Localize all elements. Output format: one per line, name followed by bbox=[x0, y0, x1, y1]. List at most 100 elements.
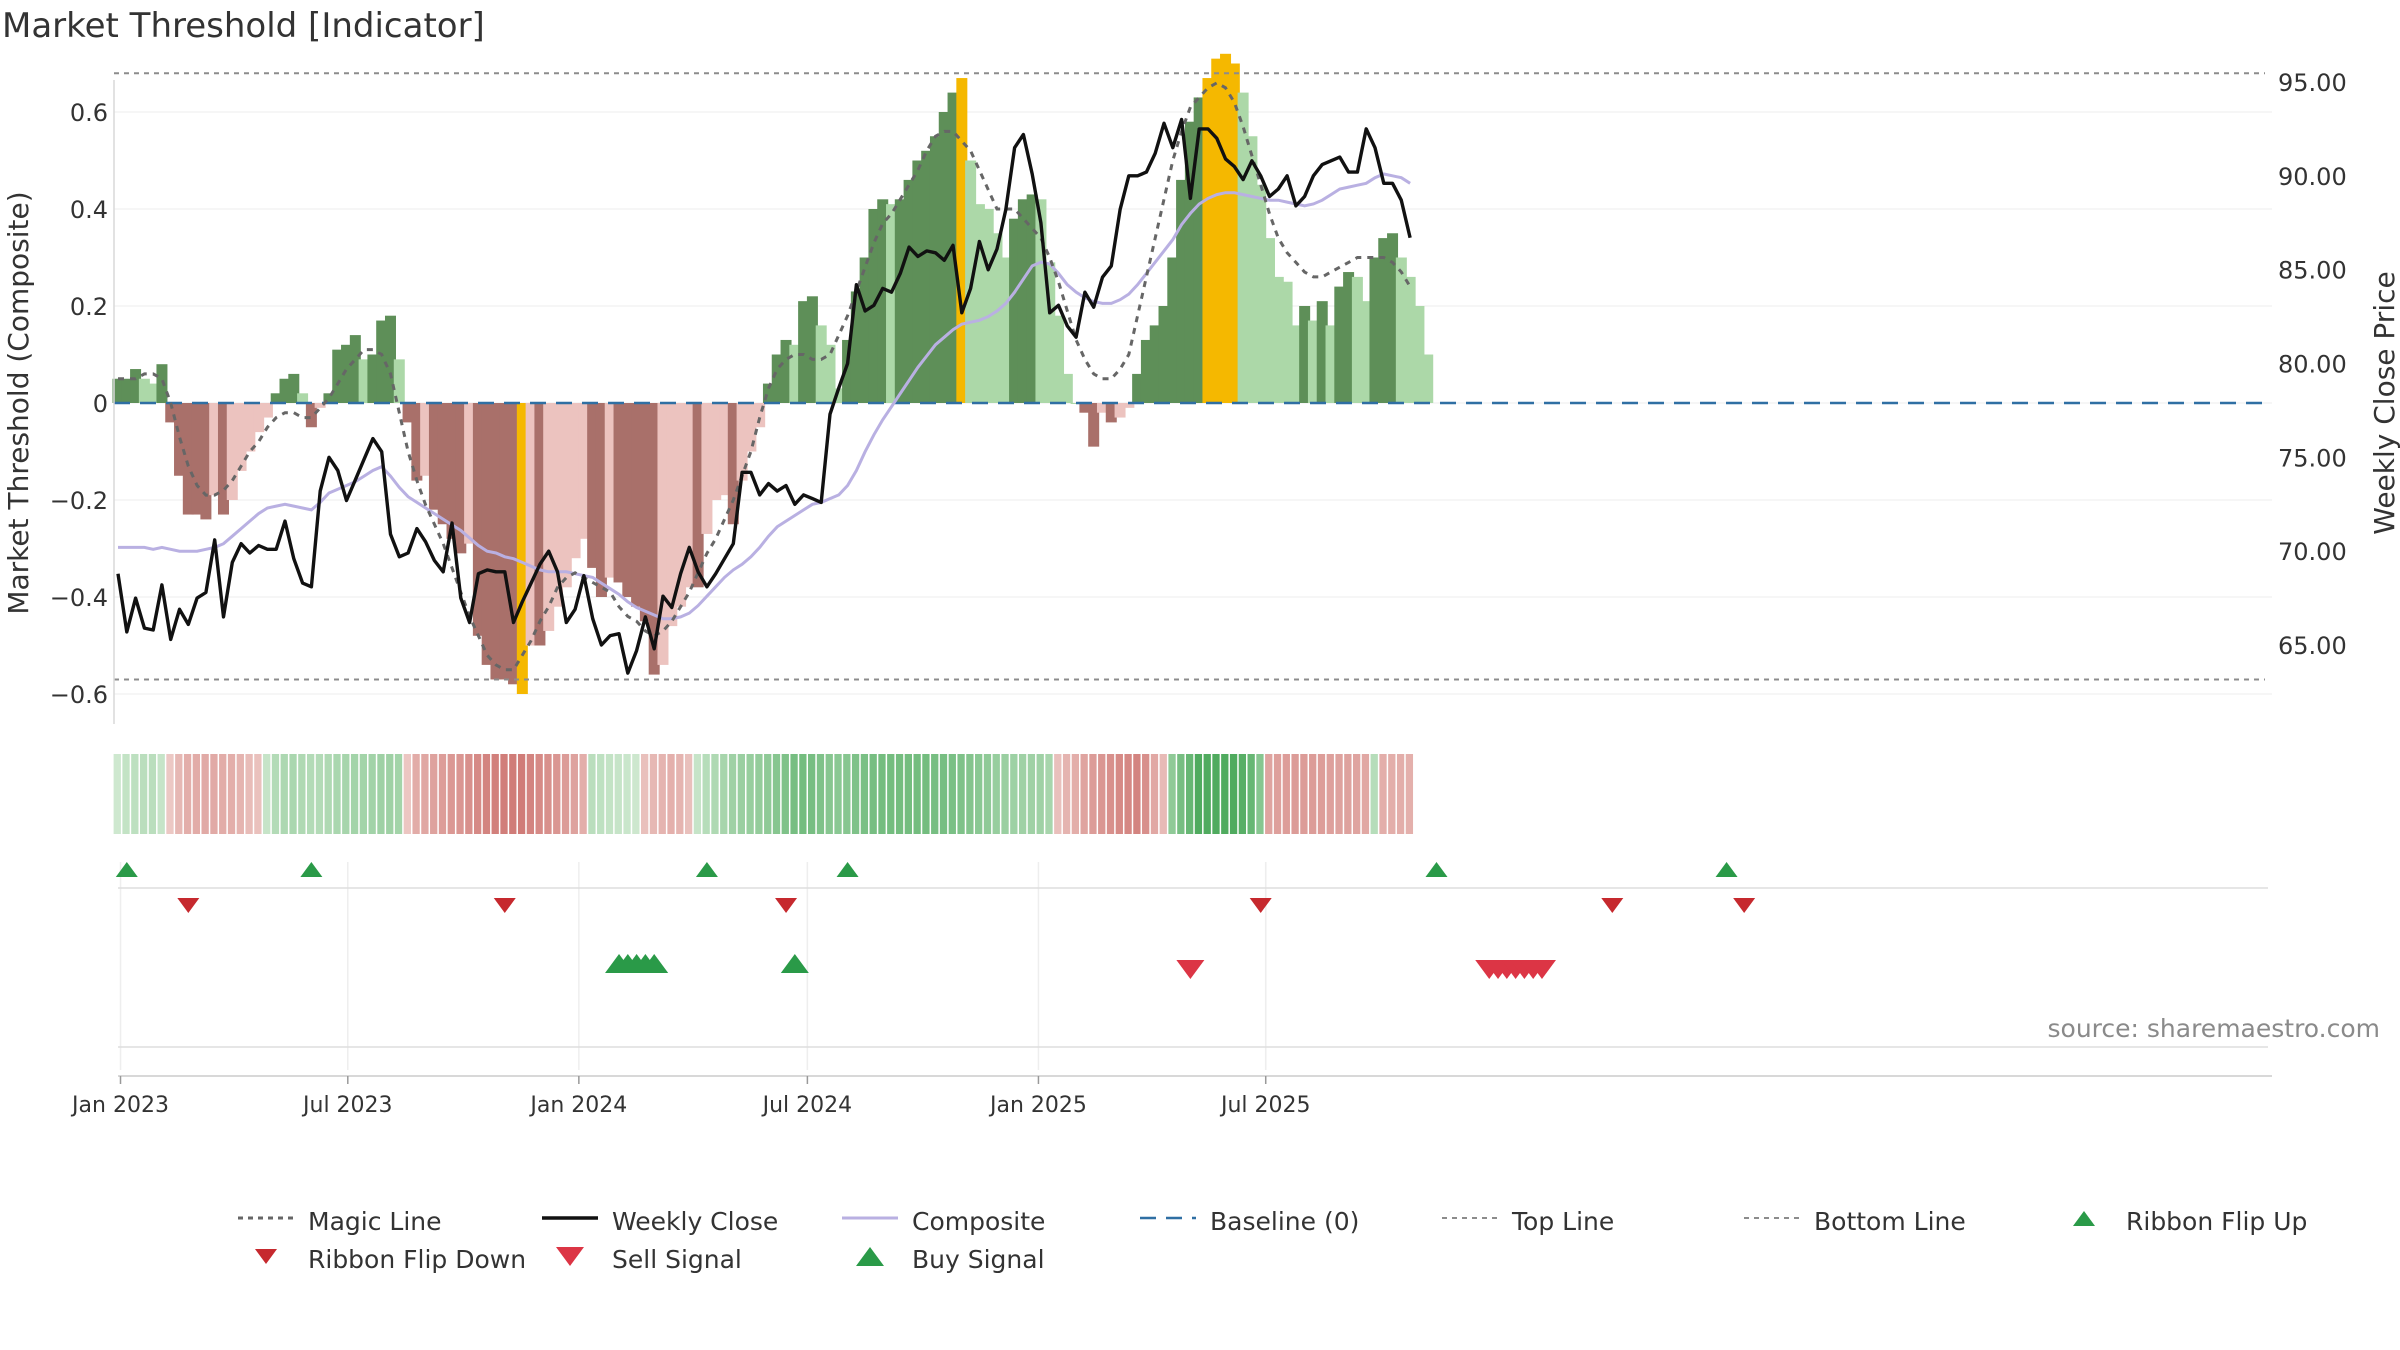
composite-bar bbox=[200, 403, 212, 520]
composite-bar bbox=[560, 403, 572, 588]
composite-bar bbox=[367, 354, 379, 403]
sell-signal-marker bbox=[1176, 960, 1205, 979]
ribbon-cell bbox=[386, 754, 394, 834]
composite-bar bbox=[1123, 403, 1135, 408]
left-axis-tick-label: 0.6 bbox=[70, 99, 108, 127]
ribbon-cell bbox=[632, 754, 640, 834]
composite-bar bbox=[929, 136, 941, 403]
ribbon-cell bbox=[1106, 754, 1115, 834]
ribbon-cell bbox=[1361, 754, 1370, 834]
legend-swatch bbox=[236, 1240, 308, 1278]
composite-bar bbox=[982, 209, 994, 403]
composite-bar bbox=[490, 403, 502, 680]
ribbon-cell bbox=[1273, 754, 1282, 834]
composite-bar bbox=[956, 78, 968, 404]
right-axis-tick-label: 95.00 bbox=[2278, 69, 2347, 97]
composite-bar bbox=[921, 150, 933, 403]
ribbon-cell bbox=[1045, 754, 1053, 834]
composite-bar bbox=[736, 403, 748, 481]
composite-bar bbox=[815, 325, 827, 403]
composite-bar bbox=[270, 393, 282, 403]
composite-bar bbox=[1404, 276, 1416, 403]
left-axis-tick-label: −0.4 bbox=[50, 584, 108, 612]
ribbon-cell bbox=[1238, 754, 1247, 834]
composite-bar bbox=[877, 199, 889, 403]
ribbon-cell bbox=[1001, 754, 1009, 834]
ribbon-cell bbox=[676, 754, 684, 834]
composite-bar bbox=[1351, 276, 1363, 403]
ribbon-cell bbox=[1282, 754, 1290, 834]
legend-label: Weekly Close bbox=[612, 1206, 779, 1236]
composite-bar bbox=[1026, 194, 1038, 403]
ribbon-cell bbox=[1317, 754, 1326, 834]
composite-bar bbox=[305, 403, 317, 428]
ribbon-cell bbox=[579, 754, 587, 834]
legend-swatch bbox=[840, 1240, 912, 1278]
x-axis-tick-label: Jan 2023 bbox=[70, 1093, 169, 1118]
left-axis-tick-label: 0.4 bbox=[70, 196, 108, 224]
composite-bar bbox=[209, 403, 221, 496]
ribbon-cell bbox=[1159, 754, 1167, 834]
composite-bar bbox=[516, 403, 528, 694]
ribbon-cell bbox=[922, 754, 930, 834]
ribbon-cell bbox=[755, 754, 763, 834]
ribbon-cell bbox=[597, 754, 605, 834]
legend-item-flip-up: Ribbon Flip Up bbox=[2054, 1205, 2307, 1237]
ribbon-flip-down-marker bbox=[177, 898, 200, 913]
composite-bar bbox=[1044, 262, 1056, 403]
legend-label: Ribbon Flip Up bbox=[2126, 1206, 2308, 1236]
composite-bar bbox=[1316, 301, 1328, 403]
composite-bar bbox=[428, 403, 440, 510]
right-axis-tick-label: 65.00 bbox=[2278, 632, 2347, 660]
composite-bar bbox=[587, 403, 599, 568]
ribbon-cell bbox=[1027, 754, 1036, 834]
legend-swatch bbox=[2054, 1202, 2126, 1240]
x-axis-tick-label: Jan 2024 bbox=[528, 1093, 627, 1118]
ribbon-flip-down-marker bbox=[1601, 898, 1624, 913]
ribbon-cell bbox=[131, 754, 139, 834]
composite-bar bbox=[1395, 257, 1407, 403]
composite-bar bbox=[1193, 97, 1205, 403]
ribbon-cell bbox=[263, 754, 271, 834]
composite-bar bbox=[121, 378, 133, 403]
ribbon-cell bbox=[931, 754, 939, 834]
right-axis-label: Weekly Close Price bbox=[2368, 271, 2400, 534]
ribbon-cell bbox=[553, 754, 561, 834]
right-axis-tick-label: 75.00 bbox=[2278, 444, 2347, 472]
ribbon-cell bbox=[1396, 754, 1405, 834]
ribbon-cell bbox=[887, 754, 895, 834]
buy-signal-marker bbox=[780, 954, 809, 973]
ribbon-cell bbox=[737, 754, 745, 834]
composite-bar bbox=[481, 403, 493, 665]
ribbon-cell bbox=[1256, 754, 1264, 834]
left-axis-tick-label: 0 bbox=[93, 390, 108, 418]
composite-bar bbox=[332, 349, 344, 403]
ribbon-cell bbox=[324, 754, 332, 834]
signal-markers bbox=[115, 862, 2268, 1070]
ribbon-cell bbox=[966, 754, 974, 834]
composite-bar bbox=[261, 403, 273, 418]
ribbon-cell bbox=[350, 754, 359, 834]
ribbon-flip-up-marker bbox=[300, 862, 323, 877]
legend-item-magic: Magic Line bbox=[236, 1205, 442, 1237]
right-axis-tick-label: 90.00 bbox=[2278, 163, 2347, 191]
ribbon-cell bbox=[298, 754, 306, 834]
composite-bar bbox=[842, 339, 854, 403]
ribbon-cell bbox=[1089, 754, 1097, 834]
composite-bar bbox=[701, 403, 713, 534]
ribbon-cell bbox=[684, 754, 693, 834]
ribbon-cell bbox=[509, 754, 517, 834]
composite-bar bbox=[156, 364, 168, 403]
composite-bar bbox=[1307, 320, 1319, 403]
composite-bar bbox=[349, 335, 361, 403]
composite-bar bbox=[648, 403, 660, 675]
left-axis-label: Market Threshold (Composite) bbox=[2, 191, 35, 614]
composite-bar bbox=[508, 403, 520, 685]
composite-bar bbox=[1369, 257, 1381, 403]
composite-bar bbox=[727, 403, 739, 525]
composite-bar bbox=[622, 403, 634, 597]
composite-bar bbox=[657, 403, 669, 665]
composite-bar bbox=[472, 403, 484, 636]
ribbon-cell bbox=[623, 754, 631, 834]
ribbon-cell bbox=[649, 754, 658, 834]
